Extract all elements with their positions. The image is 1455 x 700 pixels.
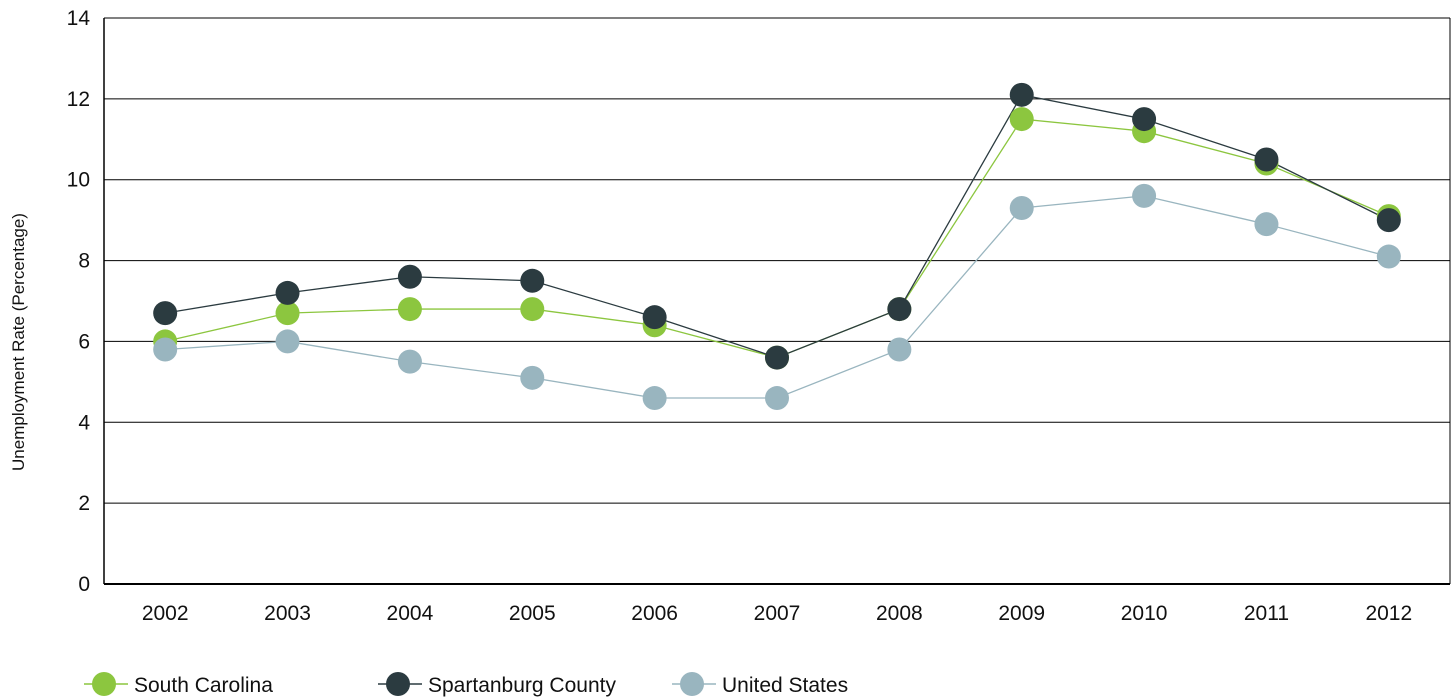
series-points — [153, 82, 1401, 411]
data-point — [520, 297, 545, 322]
legend-label: Spartanburg County — [428, 674, 616, 697]
data-point — [275, 329, 300, 354]
series-line-0 — [165, 118, 1390, 359]
data-point — [1132, 107, 1157, 132]
legend-marker — [680, 672, 704, 696]
data-point — [1254, 212, 1279, 237]
data-point — [1009, 82, 1034, 107]
data-point — [887, 337, 912, 362]
y-tick-label: 10 — [67, 169, 90, 192]
data-point — [397, 349, 422, 374]
legend-marker — [92, 672, 116, 696]
data-point — [642, 386, 667, 411]
x-tick-label: 2002 — [142, 602, 189, 625]
data-point — [765, 345, 789, 370]
data-point — [153, 337, 178, 362]
x-tick-label: 2011 — [1244, 602, 1289, 625]
legend-marker — [386, 672, 410, 696]
series-line-1 — [165, 94, 1390, 359]
legend: South Carolina Spartanburg County United S… — [84, 672, 848, 697]
y-tick-label: 6 — [78, 330, 90, 353]
data-point — [275, 280, 300, 305]
x-tick-label: 2004 — [387, 602, 434, 625]
data-point — [1132, 183, 1157, 208]
y-tick-labels: 0 2 4 6 8 10 12 14 — [67, 7, 91, 596]
data-point — [520, 365, 545, 390]
y-tick-label: 0 — [78, 573, 90, 596]
data-point — [887, 297, 912, 322]
x-tick-label: 2010 — [1121, 602, 1168, 625]
y-axis-title: Unemployment Rate (Percentage) — [9, 213, 28, 471]
x-tick-label: 2012 — [1365, 602, 1412, 625]
axes — [103, 18, 1451, 585]
data-point — [397, 264, 422, 289]
data-point — [520, 268, 545, 293]
x-tick-label: 2009 — [998, 602, 1045, 625]
data-point — [153, 301, 178, 326]
data-point — [1376, 244, 1401, 269]
data-point — [1009, 107, 1034, 132]
x-tick-labels: 2002 2003 2004 2005 2006 2007 2008 2009 2010 2011… — [142, 602, 1412, 625]
data-point — [765, 386, 789, 411]
data-point — [1009, 196, 1034, 221]
legend-label: United States — [722, 674, 848, 697]
y-tick-label: 4 — [78, 411, 90, 434]
x-tick-label: 2006 — [631, 602, 678, 625]
data-point — [642, 305, 667, 330]
data-point — [275, 301, 300, 326]
data-point — [397, 297, 422, 322]
y-tick-label: 12 — [67, 88, 90, 111]
y-tick-label: 8 — [78, 250, 90, 273]
data-point — [1376, 208, 1401, 233]
y-tick-label: 14 — [67, 7, 91, 30]
data-point — [1254, 147, 1279, 172]
x-tick-label: 2008 — [876, 602, 923, 625]
legend-label: South Carolina — [134, 674, 273, 697]
y-tick-label: 2 — [78, 492, 90, 515]
x-tick-label: 2005 — [509, 602, 556, 625]
grid-lines — [104, 17, 1450, 504]
x-tick-label: 2007 — [754, 602, 801, 625]
x-tick-label: 2003 — [264, 602, 311, 625]
